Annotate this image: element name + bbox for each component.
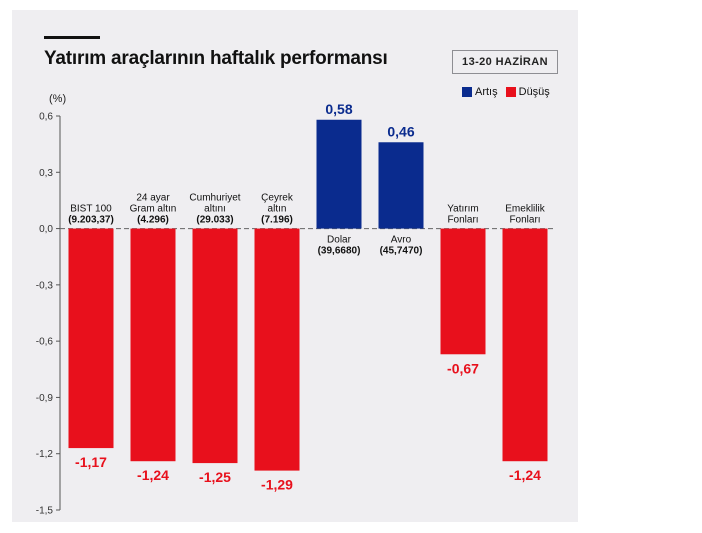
category-label: Çeyrek — [261, 193, 294, 204]
legend-item-increase: Artış — [462, 86, 498, 98]
legend-item-decrease: Düşüş — [505, 86, 550, 98]
bar-value-label: 0,46 — [387, 123, 414, 139]
bar — [502, 228, 548, 462]
legend-swatch-increase — [462, 87, 472, 97]
bar-value-label: -1,17 — [75, 454, 107, 470]
bar — [316, 119, 362, 229]
y-tick-label: -1,2 — [36, 449, 54, 460]
legend-label-increase: Artış — [475, 86, 498, 98]
category-label: BIST 100 — [70, 204, 112, 215]
category-label: (9.203,37) — [68, 215, 114, 226]
bar-value-label: -1,24 — [137, 467, 169, 483]
y-axis-unit: (%) — [49, 93, 67, 105]
category-label: Gram altın — [130, 204, 177, 215]
bar-value-label: -0,67 — [447, 360, 479, 376]
category-label: (4.296) — [137, 215, 169, 226]
category-label: 24 ayar — [136, 193, 170, 204]
bar — [192, 228, 238, 464]
date-badge: 13-20 HAZİRAN — [452, 50, 558, 74]
category-label: (39,6680) — [318, 246, 361, 257]
y-tick-label: 0,0 — [39, 224, 53, 235]
bar-value-label: -1,25 — [199, 469, 231, 485]
y-tick-label: 0,6 — [39, 112, 53, 123]
category-label: Yatırım — [447, 204, 478, 215]
category-label: (29.033) — [196, 215, 233, 226]
category-label: (7.196) — [261, 215, 293, 226]
bar — [130, 228, 176, 462]
category-label: Fonları — [509, 215, 540, 226]
bar-value-label: -1,29 — [261, 477, 293, 493]
chart-title: Yatırım araçlarının haftalık performansı — [44, 48, 388, 69]
y-tick-label: -1,5 — [36, 506, 54, 517]
y-tick-label: 0,3 — [39, 168, 53, 179]
bar-value-label: 0,58 — [325, 101, 352, 117]
category-label: Emeklilik — [505, 204, 545, 215]
title-rule — [44, 36, 100, 39]
legend-label-decrease: Düşüş — [518, 86, 550, 98]
bar — [68, 228, 114, 449]
category-label: Fonları — [447, 215, 478, 226]
y-tick-label: -0,3 — [36, 280, 54, 291]
legend: Artış Düşüş — [462, 86, 558, 98]
legend-swatch-decrease — [505, 87, 516, 97]
y-tick-label: -0,6 — [36, 337, 54, 348]
y-tick-label: -0,9 — [36, 393, 54, 404]
category-label: Cumhuriyet — [189, 193, 240, 204]
category-label: (45,7470) — [380, 246, 423, 257]
category-label: Dolar — [327, 235, 352, 246]
bar — [440, 228, 486, 355]
category-label: Avro — [391, 235, 412, 246]
bar — [378, 142, 424, 229]
bar-value-label: -1,24 — [509, 467, 541, 483]
category-label: altını — [204, 204, 226, 215]
bar — [254, 228, 300, 471]
category-label: altın — [268, 204, 287, 215]
